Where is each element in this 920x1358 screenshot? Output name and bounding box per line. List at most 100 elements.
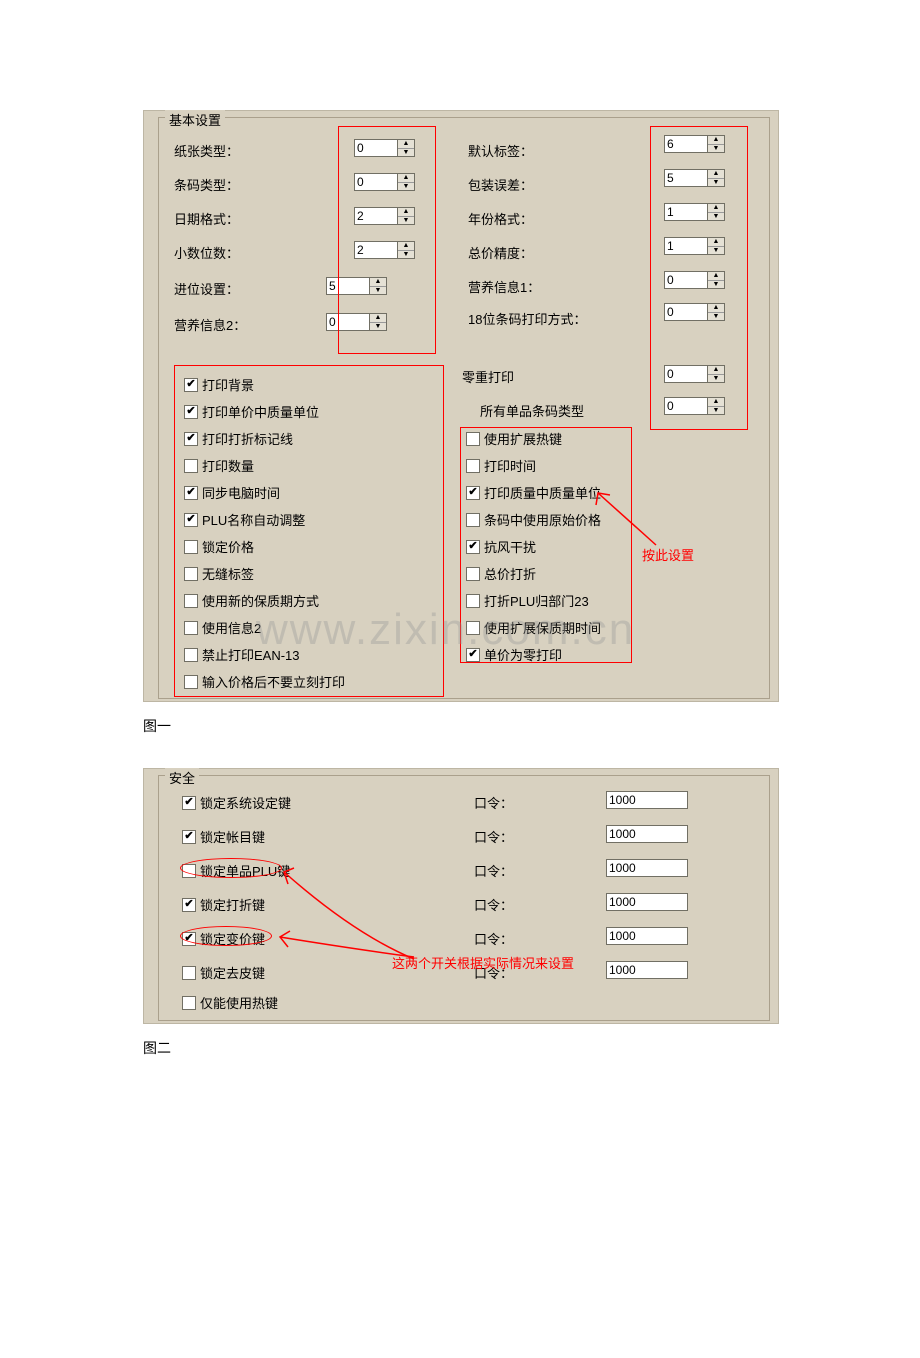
chevron-up-icon[interactable]: ▲ [708,238,724,247]
spin-rounding[interactable]: ▲▼ [326,277,387,295]
checkbox-left[interactable]: 使用新的保质期方式 [184,591,319,610]
spin-nutrition2[interactable]: ▲▼ [326,313,387,331]
spin-decimal-places[interactable]: ▲▼ [354,241,415,259]
checkbox-right[interactable]: ✔打印质量中质量单位 [466,483,601,502]
checkbox-icon [184,675,198,689]
checkbox-right[interactable]: 总价打折 [466,564,536,583]
spin-pack-tolerance[interactable]: ▲▼ [664,169,725,187]
chevron-down-icon[interactable]: ▼ [708,179,724,187]
checkbox-right[interactable]: 使用扩展热键 [466,429,562,448]
chevron-up-icon[interactable]: ▲ [708,136,724,145]
checkbox-label: 锁定系统设定键 [200,793,291,812]
checkbox-icon: ✔ [184,432,198,446]
chevron-up-icon[interactable]: ▲ [708,204,724,213]
checkbox-left[interactable]: 无缝标签 [184,564,254,583]
checkbox-left[interactable]: ✔同步电脑时间 [184,483,280,502]
checkbox-hotkey-only[interactable]: 仅能使用热键 [182,993,278,1012]
checkbox-right[interactable]: 条码中使用原始价格 [466,510,601,529]
checkbox-left[interactable]: 打印数量 [184,456,254,475]
checkbox-left[interactable]: ✔打印背景 [184,375,254,394]
chevron-down-icon[interactable]: ▼ [708,213,724,221]
checkbox-security[interactable]: 锁定去皮键 [182,963,265,982]
checkbox-security[interactable]: 锁定单品PLU键 [182,861,290,880]
chevron-down-icon[interactable]: ▼ [370,323,386,331]
spin-year-format[interactable]: ▲▼ [664,203,725,221]
chevron-down-icon[interactable]: ▼ [708,247,724,255]
checkbox-right[interactable]: ✔单价为零打印 [466,645,562,664]
chevron-down-icon[interactable]: ▼ [398,183,414,191]
checkbox-left[interactable]: ✔打印打折标记线 [184,429,293,448]
password-input[interactable] [606,859,688,877]
chevron-up-icon[interactable]: ▲ [398,242,414,251]
spin-total-precision[interactable]: ▲▼ [664,237,725,255]
checkbox-icon: ✔ [182,898,196,912]
label-password: 口令： [474,895,513,914]
spin-all-barcode[interactable]: ▲▼ [664,397,725,415]
checkbox-left[interactable]: 锁定价格 [184,537,254,556]
password-input[interactable] [606,893,688,911]
label-decimal-places: 小数位数： [174,243,239,262]
chevron-down-icon[interactable]: ▼ [708,407,724,415]
chevron-down-icon[interactable]: ▼ [708,145,724,153]
checkbox-left[interactable]: ✔PLU名称自动调整 [184,510,305,529]
checkbox-left[interactable]: 使用信息2 [184,618,261,637]
password-input[interactable] [606,791,688,809]
chevron-down-icon[interactable]: ▼ [708,375,724,383]
checkbox-security[interactable]: ✔锁定系统设定键 [182,793,291,812]
chevron-up-icon[interactable]: ▲ [708,272,724,281]
password-input[interactable] [606,927,688,945]
password-input[interactable] [606,825,688,843]
checkbox-right[interactable]: 打折PLU归部门23 [466,591,589,610]
label-zero-weight-print: 零重打印 [462,367,514,386]
checkbox-security[interactable]: ✔锁定变价键 [182,929,265,948]
chevron-up-icon[interactable]: ▲ [708,398,724,407]
chevron-up-icon[interactable]: ▲ [398,140,414,149]
chevron-up-icon[interactable]: ▲ [370,314,386,323]
chevron-down-icon[interactable]: ▼ [708,313,724,321]
checkbox-right[interactable]: 打印时间 [466,456,536,475]
chevron-up-icon[interactable]: ▲ [708,304,724,313]
chevron-up-icon[interactable]: ▲ [708,170,724,179]
checkbox-label: 打印质量中质量单位 [484,483,601,502]
checkbox-icon [184,459,198,473]
spin-date-format[interactable]: ▲▼ [354,207,415,225]
chevron-up-icon[interactable]: ▲ [370,278,386,287]
checkbox-left[interactable]: ✔打印单价中质量单位 [184,402,319,421]
chevron-up-icon[interactable]: ▲ [398,208,414,217]
spin-paper-type[interactable]: ▲▼ [354,139,415,157]
checkbox-right[interactable]: 使用扩展保质期时间 [466,618,601,637]
chevron-down-icon[interactable]: ▼ [398,217,414,225]
spin-zero-weight[interactable]: ▲▼ [664,365,725,383]
checkbox-security[interactable]: ✔锁定打折键 [182,895,265,914]
label-rounding: 进位设置： [174,279,239,298]
password-input[interactable] [606,961,688,979]
chevron-up-icon[interactable]: ▲ [708,366,724,375]
checkbox-left[interactable]: 禁止打印EAN-13 [184,645,300,664]
checkbox-icon [466,513,480,527]
checkbox-label: 使用扩展热键 [484,429,562,448]
spin-barcode18[interactable]: ▲▼ [664,303,725,321]
checkbox-icon [184,621,198,635]
label-barcode18: 18位条码打印方式： [468,309,586,328]
checkbox-label: 锁定变价键 [200,929,265,948]
chevron-up-icon[interactable]: ▲ [398,174,414,183]
label-nutrition1: 营养信息1： [468,277,540,296]
checkbox-icon [466,567,480,581]
label-default-label: 默认标签： [468,141,533,160]
checkbox-icon [466,432,480,446]
chevron-down-icon[interactable]: ▼ [398,149,414,157]
checkbox-security[interactable]: ✔锁定帐目键 [182,827,265,846]
spin-default-label[interactable]: ▲▼ [664,135,725,153]
spin-nutrition1[interactable]: ▲▼ [664,271,725,289]
spin-barcode-type[interactable]: ▲▼ [354,173,415,191]
checkbox-label: 打印数量 [202,456,254,475]
checkbox-right[interactable]: ✔抗风干扰 [466,537,536,556]
checkbox-left[interactable]: 输入价格后不要立刻打印 [184,672,345,691]
chevron-down-icon[interactable]: ▼ [708,281,724,289]
chevron-down-icon[interactable]: ▼ [398,251,414,259]
checkbox-label: 总价打折 [484,564,536,583]
chevron-down-icon[interactable]: ▼ [370,287,386,295]
checkbox-label: 锁定去皮键 [200,963,265,982]
checkbox-icon [184,567,198,581]
security-title: 安全 [165,768,199,787]
